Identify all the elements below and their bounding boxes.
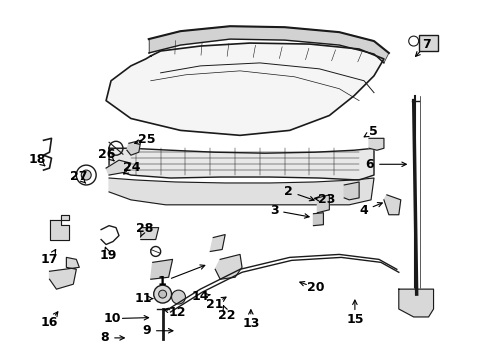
Text: 8: 8: [100, 332, 109, 345]
Text: 19: 19: [99, 248, 117, 261]
Polygon shape: [49, 257, 79, 289]
Text: 27: 27: [70, 170, 87, 183]
Polygon shape: [215, 255, 242, 279]
Text: 20: 20: [307, 282, 324, 294]
Polygon shape: [109, 148, 374, 180]
Text: 4: 4: [360, 204, 368, 217]
Circle shape: [172, 290, 185, 304]
Text: 15: 15: [346, 313, 364, 326]
Text: 23: 23: [318, 193, 335, 206]
Text: 9: 9: [143, 324, 151, 337]
Text: 11: 11: [134, 292, 151, 305]
Text: 14: 14: [192, 289, 209, 303]
Polygon shape: [127, 140, 141, 155]
Text: 2: 2: [284, 185, 293, 198]
Polygon shape: [109, 178, 374, 205]
Text: 6: 6: [366, 158, 374, 171]
Polygon shape: [151, 260, 172, 279]
Polygon shape: [344, 182, 359, 200]
Text: 7: 7: [422, 39, 431, 51]
Text: 3: 3: [270, 204, 278, 217]
Circle shape: [159, 290, 167, 298]
Polygon shape: [318, 195, 329, 213]
Polygon shape: [106, 43, 384, 135]
Polygon shape: [149, 26, 389, 63]
Polygon shape: [314, 213, 323, 226]
Text: 21: 21: [206, 298, 223, 311]
Text: 22: 22: [218, 309, 236, 321]
FancyBboxPatch shape: [418, 35, 439, 51]
Text: 28: 28: [136, 222, 153, 235]
Polygon shape: [141, 228, 159, 239]
Text: 24: 24: [123, 161, 141, 174]
Text: 1: 1: [158, 275, 167, 288]
Circle shape: [81, 170, 91, 180]
Text: 10: 10: [104, 312, 122, 325]
Polygon shape: [369, 138, 384, 150]
Text: 18: 18: [28, 153, 46, 166]
Polygon shape: [49, 215, 70, 239]
Text: 16: 16: [41, 316, 58, 329]
Polygon shape: [399, 289, 434, 317]
Text: 17: 17: [41, 253, 58, 266]
Text: 26: 26: [98, 148, 115, 161]
Text: 12: 12: [168, 306, 186, 319]
Polygon shape: [210, 235, 225, 251]
Text: 25: 25: [138, 134, 155, 147]
Circle shape: [154, 285, 172, 303]
Text: 13: 13: [242, 317, 260, 330]
Polygon shape: [384, 195, 401, 215]
Polygon shape: [106, 160, 131, 175]
Text: 5: 5: [369, 125, 378, 138]
